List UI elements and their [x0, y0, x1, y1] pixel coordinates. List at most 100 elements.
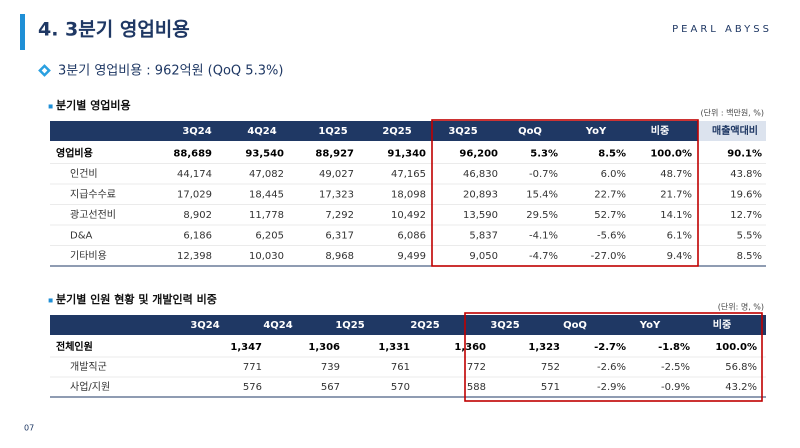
cell: 43.2% [725, 382, 757, 393]
cell: 9,499 [397, 251, 426, 262]
row-label: 기타비용 [70, 250, 107, 262]
cell: 14.1% [660, 210, 692, 221]
cell: 6,086 [397, 230, 426, 241]
cell: -0.9% [661, 382, 690, 393]
row-label: 사업/지원 [70, 380, 110, 393]
column-header: QoQ [563, 320, 587, 331]
cell: 6,205 [255, 230, 284, 241]
cell: 18,445 [249, 189, 284, 200]
section-title: 분기별 인원 현황 및 개발인력 비중 [56, 292, 217, 306]
header-cell-light [698, 121, 766, 141]
cell: 44,174 [177, 169, 212, 180]
cell: 96,200 [459, 148, 498, 159]
cell: 5.3% [530, 148, 558, 159]
cell: 5,837 [469, 230, 498, 241]
cell: 567 [321, 382, 340, 393]
cell: 88,689 [173, 148, 212, 159]
cell: 13,590 [463, 210, 498, 221]
cell: -2.5% [661, 362, 690, 373]
cell: 12,398 [177, 251, 212, 262]
cell: 771 [243, 362, 262, 373]
cell: 772 [467, 362, 486, 373]
section-marker: ▪ [48, 102, 53, 111]
unit-note: (단위 : 백만원, %) [700, 108, 764, 118]
cell: 8,902 [183, 210, 212, 221]
highlight-box [431, 119, 699, 267]
cell: 1,347 [230, 342, 262, 353]
row-label: 지급수수료 [70, 188, 116, 200]
cell: 11,778 [249, 210, 284, 221]
cell: -2.7% [594, 342, 626, 353]
row-label: 광고선전비 [70, 209, 116, 221]
cell: 43.8% [730, 169, 762, 180]
cell: 570 [391, 382, 410, 393]
cell: 6.0% [601, 169, 626, 180]
cell: 12.7% [730, 210, 762, 221]
column-header: 비중 [713, 318, 731, 331]
cell: 100.0% [650, 148, 692, 159]
diamond-icon [38, 64, 51, 77]
page-number: 07 [24, 424, 34, 433]
cell: 18,098 [391, 189, 426, 200]
accent-bar [20, 14, 25, 50]
cell: 6.1% [667, 230, 692, 241]
cell: 571 [541, 382, 560, 393]
cell: 19.6% [730, 189, 762, 200]
column-header: 1Q25 [335, 320, 364, 331]
cell: 90.1% [727, 148, 762, 159]
column-header: 1Q25 [318, 126, 347, 137]
row-label: 영업비용 [56, 146, 93, 159]
column-header: YoY [585, 126, 607, 137]
cell: 56.8% [725, 362, 757, 373]
cell: 1,323 [528, 342, 560, 353]
cell: 1,331 [378, 342, 410, 353]
cell: 8,968 [325, 251, 354, 262]
section-title: 분기별 영업비용 [56, 98, 131, 112]
cell: 8.5% [737, 251, 762, 262]
cell: 22.7% [594, 189, 626, 200]
cell: 761 [391, 362, 410, 373]
row-label: D&A [70, 230, 92, 241]
cell: -2.6% [597, 362, 626, 373]
column-header: 2Q25 [382, 126, 411, 137]
summary: 3분기 영업비용 : 962억원 (QoQ 5.3%) [58, 64, 283, 79]
cell: 9.4% [667, 251, 692, 262]
cell: 47,082 [249, 169, 284, 180]
column-header: YoY [639, 320, 661, 331]
cell: 5.5% [737, 230, 762, 241]
cell: 6,186 [183, 230, 212, 241]
cell: 93,540 [245, 148, 284, 159]
cell: -2.9% [597, 382, 626, 393]
cell: 17,323 [319, 189, 354, 200]
cell: -27.0% [591, 251, 626, 262]
column-header: 2Q25 [410, 320, 439, 331]
cell: -4.1% [529, 230, 558, 241]
brand: PEARL ABYSS [672, 24, 772, 35]
cell: 7,292 [325, 210, 354, 221]
column-header: 3Q24 [182, 126, 211, 137]
cell: -4.7% [529, 251, 558, 262]
cell: 20,893 [463, 189, 498, 200]
column-header: 비중 [651, 124, 669, 137]
cell: 588 [467, 382, 486, 393]
column-header: 3Q24 [190, 320, 219, 331]
header-bg [50, 315, 766, 335]
cell: 10,030 [249, 251, 284, 262]
cell: 21.7% [660, 189, 692, 200]
cell: 15.4% [526, 189, 558, 200]
column-header: 매출액대비 [712, 124, 758, 137]
column-header: 4Q24 [247, 126, 276, 137]
cell: 88,927 [315, 148, 354, 159]
cell: 1,306 [308, 342, 340, 353]
cell: -0.7% [529, 169, 558, 180]
cell: 52.7% [594, 210, 626, 221]
column-header: 3Q25 [490, 320, 519, 331]
cell: 48.7% [660, 169, 692, 180]
highlight-box [464, 312, 763, 402]
column-header: 3Q25 [448, 126, 477, 137]
row-label: 전체인원 [56, 340, 93, 353]
cell: -5.6% [597, 230, 626, 241]
column-header: 4Q24 [263, 320, 292, 331]
column-header: QoQ [518, 126, 542, 137]
